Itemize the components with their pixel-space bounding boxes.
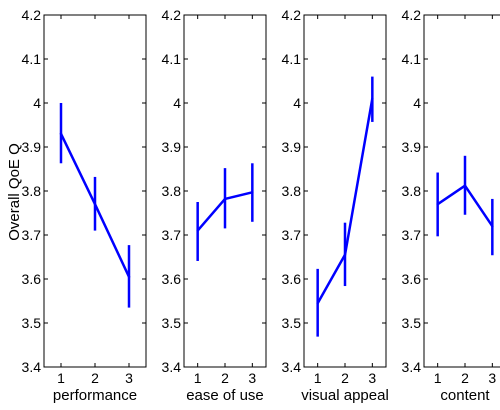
y-tick-label: 3.8 (402, 183, 422, 199)
y-tick-label: 3.4 (402, 359, 422, 375)
x-tick-label: 3 (248, 370, 256, 386)
chart-panels: 3.43.53.63.73.83.944.14.21 2 3performance3… (22, 7, 500, 404)
x-axis-label: performance (53, 387, 137, 404)
x-axis-label: visual appeal (301, 387, 389, 404)
y-tick-label: 3.8 (22, 183, 42, 199)
y-tick-label: 3.5 (282, 315, 302, 331)
x-tick-label: 3 (488, 370, 496, 386)
x-axis-label: ease of use (186, 387, 264, 404)
y-tick-label: 3.7 (402, 227, 422, 243)
y-tick-label: 3.4 (162, 359, 182, 375)
y-tick-label: 4.2 (162, 7, 182, 23)
y-tick-label: 3.6 (402, 271, 422, 287)
y-tick-label: 3.4 (282, 359, 302, 375)
y-tick-label: 4.1 (282, 51, 302, 67)
y-tick-label: 3.6 (22, 271, 42, 287)
x-tick-label: 2 (461, 370, 469, 386)
y-tick-label: 3.5 (22, 315, 42, 331)
y-tick-label: 3.9 (402, 139, 422, 155)
y-tick-label: 4.1 (22, 51, 42, 67)
y-tick-label: 3.9 (162, 139, 182, 155)
x-tick-label: 1 (194, 370, 202, 386)
y-tick-label: 4 (293, 95, 301, 111)
y-tick-label: 4.2 (282, 7, 302, 23)
axes-box (304, 15, 386, 367)
y-tick-label: 4.1 (162, 51, 182, 67)
x-tick-label: 3 (368, 370, 376, 386)
x-tick-label: 1 (434, 370, 442, 386)
y-tick-label: 3.9 (22, 139, 42, 155)
x-tick-label: 2 (341, 370, 349, 386)
x-tick-label: 2 (91, 370, 99, 386)
y-tick-label: 4.2 (402, 7, 422, 23)
x-axis-label: content (440, 387, 490, 404)
y-tick-label: 3.7 (22, 227, 42, 243)
y-tick-label: 3.6 (162, 271, 182, 287)
y-tick-label: 4 (33, 95, 41, 111)
y-tick-label: 3.7 (162, 227, 182, 243)
y-tick-label: 3.8 (282, 183, 302, 199)
y-tick-label: 3.7 (282, 227, 302, 243)
x-tick-label: 3 (125, 370, 133, 386)
y-tick-label: 3.4 (22, 359, 42, 375)
y-tick-label: 4.2 (22, 7, 42, 23)
y-tick-label: 3.5 (402, 315, 422, 331)
y-tick-label: 3.8 (162, 183, 182, 199)
y-tick-label: 3.9 (282, 139, 302, 155)
axes-box (424, 15, 500, 367)
y-axis-label: Overall QoE Q (6, 143, 23, 241)
x-tick-label: 1 (314, 370, 322, 386)
x-tick-label: 2 (221, 370, 229, 386)
y-tick-label: 3.5 (162, 315, 182, 331)
y-tick-label: 3.6 (282, 271, 302, 287)
y-tick-label: 4.1 (402, 51, 422, 67)
x-tick-label: 1 (57, 370, 65, 386)
y-tick-label: 4 (413, 95, 421, 111)
y-tick-label: 4 (173, 95, 181, 111)
